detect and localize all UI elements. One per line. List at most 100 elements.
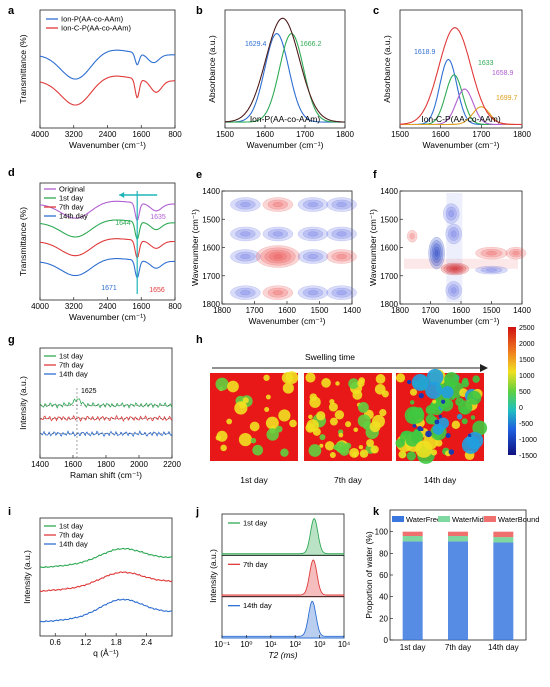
mapping-spot: [305, 372, 316, 383]
mapping-spot: [335, 381, 340, 386]
heatmap-cell-e: [336, 231, 347, 237]
mapping-spot: [319, 434, 326, 441]
mapping-spot: [278, 409, 291, 422]
heatmap-cell-e: [331, 251, 352, 262]
heatmap-cell-f: [475, 246, 508, 260]
y-axis-label: Absorbance (a.u.): [207, 35, 217, 103]
mapping-spot: [366, 439, 375, 448]
mapping-spot: [249, 421, 260, 432]
mapping-spot: [467, 433, 472, 438]
series-line-b-fit: [225, 17, 345, 123]
colorbar-tick-label: -1000: [519, 437, 537, 444]
heatmap-cell-e: [235, 229, 256, 239]
heatmap-band-f2: [404, 258, 518, 269]
series-line-a-2: [39, 75, 175, 106]
mapping-spot: [438, 414, 443, 419]
heatmap-cell-f: [428, 236, 445, 270]
mapping-spot: [215, 377, 229, 391]
x-tick-label: 2000: [130, 460, 148, 469]
x-tick-label: 2400: [99, 130, 117, 139]
heatmap-cell-f: [448, 284, 460, 297]
heatmap-cell-e: [307, 254, 319, 260]
mapping-spot: [215, 435, 221, 441]
heatmap-cell-f: [407, 229, 418, 243]
x-tick-label: 1600: [432, 130, 450, 139]
y-tick-label: 80: [379, 549, 388, 558]
heatmap-cell-e: [331, 229, 352, 239]
x-tick-label: 1700: [296, 130, 314, 139]
mapping-spot: [441, 399, 446, 404]
heatmap-cell-e: [235, 287, 256, 298]
x-tick-label: 2.4: [141, 638, 153, 647]
mapping-spot: [358, 444, 364, 450]
panel-label-a: a: [8, 5, 15, 17]
heatmap-cell-e: [326, 285, 357, 300]
heatmap-cell-e: [336, 290, 347, 296]
legend-d-2: 1st day: [59, 194, 83, 203]
series-line-i-3: [39, 598, 173, 623]
x-tick-label: 4000: [31, 130, 49, 139]
heatmap-cell-f: [431, 243, 442, 263]
heatmap-cell-e: [307, 202, 319, 208]
mapping-spot: [434, 419, 440, 425]
panel-label-i: i: [8, 506, 11, 518]
legend-d-1: Original: [59, 185, 85, 194]
mapping-spot: [357, 414, 371, 428]
series-line-b-2: [225, 33, 345, 123]
heatmap-cell-e: [302, 199, 324, 210]
inset-title-c: Ion-C-P(AA-co-AAm): [421, 114, 501, 124]
heatmap-cell-f: [448, 227, 460, 241]
mapping-spot: [472, 420, 488, 436]
heatmap-cell-e: [267, 287, 289, 298]
y-tick-label: 20: [379, 614, 388, 623]
heatmap-band-f: [446, 193, 463, 302]
annotation-b-1: 1629.4: [245, 41, 267, 48]
legend-j-2: 7th day: [243, 560, 268, 569]
x-tick-label: 10¹: [265, 640, 277, 649]
x-tick-label: 1800: [513, 130, 531, 139]
legend-i-3: 14th day: [59, 540, 88, 549]
heatmap-cell-f: [509, 248, 523, 258]
mapping-spot: [252, 444, 264, 456]
heatmap-cell-f: [409, 232, 415, 240]
mapping-spot: [432, 399, 437, 404]
x-tick-label: 1800: [336, 130, 354, 139]
legend-g-3: 14th day: [59, 370, 88, 379]
mapping-spot: [425, 430, 432, 438]
x-axis-label: Wavenumber (cm⁻¹): [249, 316, 326, 326]
heatmap-cell-e: [326, 197, 357, 212]
mapping-spot: [425, 381, 443, 399]
x-tick-label: 3200: [65, 302, 83, 311]
mapping-spot: [266, 428, 279, 441]
heatmap-cell-e: [336, 254, 347, 260]
mapping-spot: [238, 432, 253, 447]
heatmap-cell-e: [267, 229, 289, 239]
y-tick-label: 60: [379, 571, 388, 580]
mapping-spot: [309, 396, 321, 408]
x-tick-label: 1800: [391, 306, 409, 315]
mapping-spot: [250, 437, 257, 444]
panel-label-d: d: [8, 167, 15, 179]
x-tick-label: 1400: [31, 460, 49, 469]
x-tick-label: 1700: [472, 130, 490, 139]
mapping-spot: [316, 411, 326, 421]
mapping-spot: [426, 368, 444, 386]
x-axis-label: Wavenumber (cm⁻¹): [69, 140, 146, 150]
heatmap-cell-f: [450, 287, 457, 294]
mapping-sublabel-2: 7th day: [334, 475, 363, 485]
mapping-spot: [412, 424, 417, 428]
heatmap-cell-e: [240, 202, 251, 208]
annotation-d-3: 1671: [101, 285, 117, 292]
colorbar-tick-label: 0: [519, 405, 523, 412]
x-tick-label: 1600: [64, 460, 82, 469]
series-line-b-sum: [225, 17, 345, 123]
legend-d-4: 14th day: [59, 212, 88, 221]
heatmap-cell-e: [326, 226, 357, 242]
inset-title-b: Ion-P(AA-co-AAm): [250, 114, 321, 124]
panel-label-j: j: [195, 506, 199, 518]
x-axis-label: T2 (ms): [268, 650, 297, 660]
mapping-spot: [467, 390, 482, 405]
heatmap-cell-f: [480, 267, 503, 273]
mapping-spot: [472, 375, 480, 383]
panel-label-c: c: [373, 5, 379, 17]
